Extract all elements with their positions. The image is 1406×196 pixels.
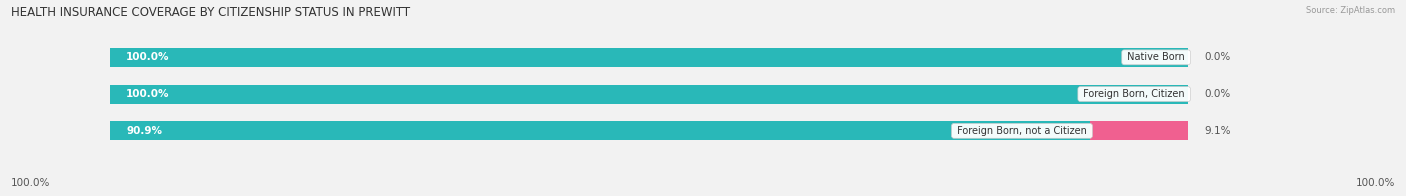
Bar	[110, 48, 1188, 67]
Bar	[110, 48, 1188, 67]
Bar	[110, 121, 1188, 140]
Text: Foreign Born, Citizen: Foreign Born, Citizen	[1080, 89, 1188, 99]
Text: 90.9%: 90.9%	[127, 126, 162, 136]
Text: 100.0%: 100.0%	[1355, 178, 1395, 188]
Bar	[1090, 121, 1188, 140]
Text: Source: ZipAtlas.com: Source: ZipAtlas.com	[1306, 6, 1395, 15]
Text: 100.0%: 100.0%	[11, 178, 51, 188]
Text: 0.0%: 0.0%	[1204, 52, 1230, 62]
Text: 0.0%: 0.0%	[1204, 89, 1230, 99]
Text: 100.0%: 100.0%	[127, 89, 170, 99]
Text: Native Born: Native Born	[1125, 52, 1188, 62]
Text: Foreign Born, not a Citizen: Foreign Born, not a Citizen	[955, 126, 1090, 136]
Bar	[110, 121, 1090, 140]
Text: 100.0%: 100.0%	[127, 52, 170, 62]
Bar	[110, 84, 1188, 104]
Text: 9.1%: 9.1%	[1204, 126, 1230, 136]
Text: HEALTH INSURANCE COVERAGE BY CITIZENSHIP STATUS IN PREWITT: HEALTH INSURANCE COVERAGE BY CITIZENSHIP…	[11, 6, 411, 19]
Bar	[110, 84, 1188, 104]
